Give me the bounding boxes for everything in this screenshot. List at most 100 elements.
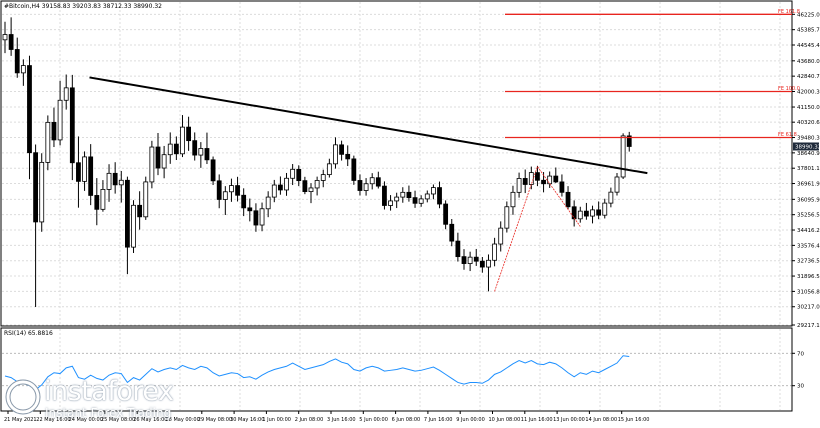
candle-body [516, 178, 522, 193]
candle-body [33, 152, 38, 223]
candle-body [137, 204, 143, 218]
candle [333, 137, 338, 169]
candle-body [302, 180, 308, 193]
candle [535, 165, 540, 187]
candle [498, 221, 504, 252]
candle [504, 201, 510, 233]
candle-body [553, 175, 559, 183]
candle [143, 176, 149, 220]
candle [131, 200, 136, 253]
candle [394, 192, 400, 209]
x-tick-label: 22 May 16:00 [36, 417, 70, 423]
candle [210, 156, 216, 186]
y-tick-label: 39480.35 [797, 136, 820, 142]
candle-body [565, 191, 571, 208]
candle [345, 145, 351, 167]
y-tick-label: 36961.95 [797, 182, 820, 188]
candle [271, 179, 277, 203]
candle-body [167, 143, 173, 156]
candle-body [284, 177, 289, 191]
candle [290, 164, 296, 186]
candle-body [76, 162, 81, 182]
x-tick-label: 11 Jun 16:00 [521, 417, 553, 423]
instaforex-watermark: instaforex Instant Forex Trading [4, 376, 184, 420]
candle-body [290, 168, 296, 179]
candle-body [357, 180, 363, 191]
candle-body [112, 172, 118, 186]
y-tick-label: 37801.10 [797, 166, 820, 172]
rsi-tick-label: 70 [797, 351, 804, 357]
candle-body [596, 209, 602, 216]
candle-body [382, 185, 387, 206]
x-tick-label: 30 May 16:00 [230, 417, 264, 423]
x-tick-label: 25 May 08:00 [101, 417, 135, 423]
candle [547, 171, 553, 188]
candle [400, 187, 406, 203]
candle [76, 136, 81, 208]
rsi-line [4, 355, 630, 391]
candle-body [535, 172, 540, 181]
candle-body [333, 144, 338, 165]
candle [27, 55, 32, 180]
candle-body [504, 206, 510, 229]
candle [522, 169, 528, 194]
candle [571, 200, 577, 227]
candle-body [590, 209, 595, 217]
candle-body [27, 65, 32, 154]
candle-body [57, 99, 63, 141]
candle [192, 132, 198, 161]
candle [2, 21, 8, 54]
candle [253, 203, 259, 232]
x-tick-label: 15 Jun 16:00 [618, 417, 650, 423]
candle-body [522, 178, 528, 185]
abc-wave-line [494, 165, 581, 292]
candle [284, 172, 289, 196]
candle-body [394, 196, 400, 202]
candle-body [2, 34, 8, 41]
candle [626, 131, 632, 152]
candle [467, 251, 473, 272]
rsi-tick-label: 30 [797, 384, 804, 390]
candle [620, 133, 626, 180]
rsi-plot-frame [0, 327, 793, 412]
candle [222, 186, 228, 215]
y-tick-label: 45385.75 [797, 28, 820, 34]
candle-body [149, 146, 155, 183]
x-tick-label: 28 May 00:00 [166, 417, 200, 423]
candle-body [449, 223, 455, 242]
candle [479, 256, 485, 273]
candle-body [626, 135, 632, 147]
candle-body [204, 148, 210, 161]
candle [516, 172, 522, 198]
candle-body [106, 172, 112, 190]
candle [259, 202, 265, 232]
candle-body [241, 194, 247, 209]
candle [461, 249, 467, 270]
x-tick-label: 7 Jun 16:00 [424, 417, 453, 423]
candle-body [155, 146, 161, 169]
candle [247, 198, 253, 222]
candle [112, 162, 118, 194]
candle [602, 198, 608, 219]
candle [326, 158, 332, 178]
candle-body [222, 191, 228, 200]
candle-body [498, 227, 504, 245]
candle-body [437, 187, 442, 205]
candle-body [271, 184, 277, 198]
candle [88, 144, 94, 206]
candle [277, 176, 283, 195]
y-tick-label: 42840.75 [797, 74, 820, 80]
y-tick-label: 34416.25 [797, 228, 820, 234]
candle-body [296, 168, 302, 182]
candle-body [8, 34, 14, 50]
candle [375, 171, 381, 189]
candle [443, 200, 449, 230]
x-tick-label: 9 Jun 00:00 [456, 417, 485, 423]
candle-body [88, 156, 94, 196]
candle-body [510, 191, 516, 208]
y-tick-label: 31896.55 [797, 274, 820, 280]
candle [8, 17, 14, 56]
candle-body [161, 154, 167, 169]
fib-level-label: FE 161.8 [778, 9, 800, 15]
candle [125, 176, 130, 275]
